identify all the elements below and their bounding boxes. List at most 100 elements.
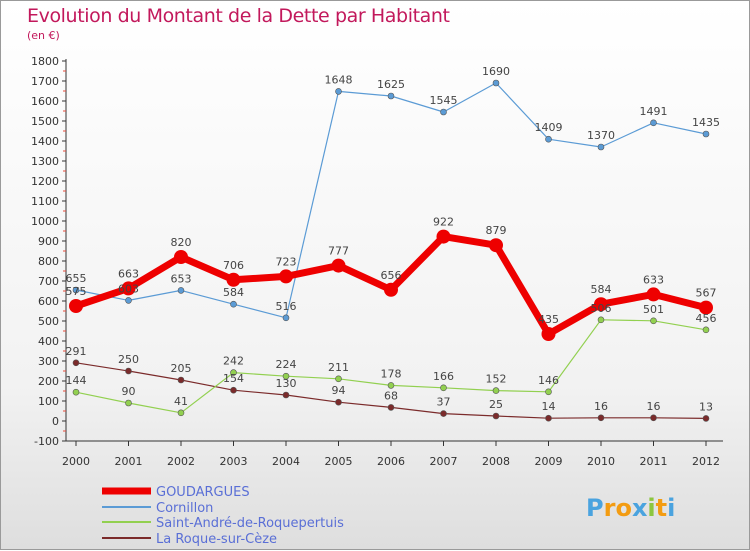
data-point: [597, 316, 605, 324]
data-label: 435: [538, 313, 559, 326]
data-point: [125, 297, 132, 304]
data-point: [72, 388, 80, 396]
x-tick-label: 2008: [482, 455, 510, 468]
x-tick-label: 2003: [220, 455, 248, 468]
y-tick-label: 1300: [31, 155, 59, 168]
data-label: 13: [699, 400, 713, 413]
logo-letter: o: [615, 494, 632, 522]
data-point: [177, 287, 185, 294]
data-point: [492, 79, 500, 87]
data-point: [594, 297, 608, 312]
data-label: 130: [276, 377, 297, 390]
data-label: 242: [223, 355, 244, 368]
data-label: 1370: [587, 129, 615, 142]
y-tick-label: 200: [38, 375, 59, 388]
data-label: 655: [66, 272, 87, 285]
proxiti-logo: Proxiti: [586, 494, 675, 522]
data-label: 663: [118, 267, 139, 280]
y-tick-label: 1800: [31, 55, 59, 68]
y-tick-label: 1700: [31, 75, 59, 88]
data-label: 90: [122, 385, 136, 398]
data-label: 224: [276, 358, 297, 371]
data-point: [492, 387, 500, 394]
data-point: [282, 372, 290, 380]
logo-letter: P: [586, 494, 604, 522]
data-point: [702, 326, 710, 334]
data-label: 178: [381, 367, 402, 380]
x-tick-label: 2001: [115, 455, 143, 468]
data-label: 723: [276, 255, 297, 268]
y-tick-label: 900: [38, 235, 59, 248]
data-point: [387, 382, 395, 389]
x-tick-label: 2010: [587, 455, 615, 468]
data-point: [597, 414, 605, 422]
data-point: [702, 415, 710, 422]
data-label: 152: [486, 373, 507, 386]
data-label: 575: [66, 285, 87, 298]
logo-letter: i: [667, 494, 675, 522]
y-tick-label: 100: [38, 395, 59, 408]
data-label: 516: [276, 300, 297, 313]
x-tick-label: 2000: [62, 455, 90, 468]
chart-title: Evolution du Montant de la Dette par Hab…: [27, 5, 450, 27]
data-label: 456: [696, 312, 717, 325]
data-point: [597, 143, 605, 151]
x-tick-label: 2006: [377, 455, 405, 468]
data-point: [545, 414, 552, 422]
data-point: [230, 386, 237, 394]
data-label: 1491: [640, 105, 668, 118]
x-tick-label: 2007: [430, 455, 458, 468]
y-tick-label: -100: [34, 435, 59, 448]
data-point: [489, 238, 503, 253]
data-point: [331, 258, 346, 273]
data-label: 1435: [692, 116, 720, 129]
data-point: [440, 108, 447, 116]
data-label: 820: [171, 236, 192, 249]
data-point: [282, 391, 290, 399]
data-label: 879: [486, 224, 507, 237]
x-tick-label: 2011: [640, 455, 668, 468]
data-point: [387, 92, 395, 100]
data-point: [440, 384, 447, 392]
y-tick-label: 500: [38, 315, 59, 328]
x-tick-label: 2009: [535, 455, 563, 468]
y-tick-label: 1400: [31, 135, 59, 148]
data-point: [177, 376, 185, 384]
data-point: [177, 409, 185, 417]
data-label: 16: [594, 400, 608, 413]
data-label: 633: [643, 273, 664, 286]
data-label: 506: [591, 302, 612, 315]
y-tick-label: 0: [52, 415, 59, 428]
data-label: 37: [437, 396, 451, 409]
data-label: 653: [171, 272, 192, 285]
data-label: 14: [542, 400, 556, 413]
data-label: 205: [171, 362, 192, 375]
data-point: [699, 300, 713, 315]
data-point: [492, 412, 500, 420]
data-label: 922: [433, 216, 454, 229]
data-label: 154: [223, 372, 244, 385]
data-point: [545, 388, 552, 396]
data-point: [650, 317, 657, 325]
data-point: [646, 287, 661, 302]
data-point: [702, 130, 710, 138]
data-label: 166: [433, 370, 454, 383]
data-label: 25: [489, 398, 503, 411]
data-label: 567: [696, 287, 717, 300]
logo-letter: x: [632, 494, 648, 522]
data-label: 1625: [377, 78, 405, 91]
data-point: [335, 398, 342, 406]
data-label: 68: [384, 389, 398, 402]
y-tick-label: 300: [38, 355, 59, 368]
data-point: [121, 281, 136, 296]
data-label: 146: [538, 374, 559, 387]
data-label: 250: [118, 353, 139, 366]
y-tick-label: 400: [38, 335, 59, 348]
data-point: [125, 399, 132, 407]
data-point: [279, 269, 293, 284]
data-point: [226, 272, 241, 287]
data-label: 291: [66, 345, 87, 358]
data-label: 584: [591, 283, 612, 296]
